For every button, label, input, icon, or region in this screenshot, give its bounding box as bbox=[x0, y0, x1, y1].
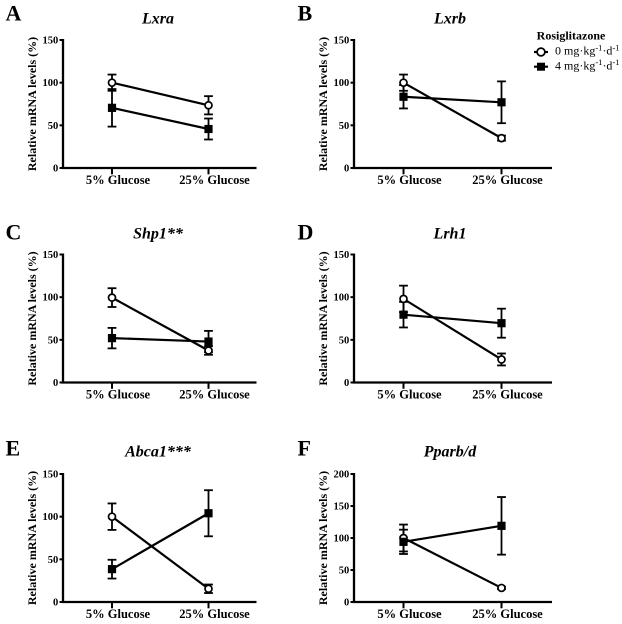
svg-text:100: 100 bbox=[334, 78, 350, 89]
svg-text:25% Glucose: 25% Glucose bbox=[179, 173, 250, 187]
svg-text:C: C bbox=[6, 220, 22, 245]
svg-text:150: 150 bbox=[43, 470, 59, 481]
svg-text:5% Glucose: 5% Glucose bbox=[377, 173, 442, 187]
svg-text:Shp1**: Shp1** bbox=[133, 226, 184, 243]
svg-text:50: 50 bbox=[48, 335, 59, 346]
svg-text:50: 50 bbox=[339, 335, 350, 346]
svg-text:A: A bbox=[6, 1, 22, 26]
svg-text:50: 50 bbox=[48, 121, 59, 132]
svg-text:Relative mRNA levels (%): Relative mRNA levels (%) bbox=[316, 251, 330, 385]
svg-text:B: B bbox=[298, 1, 313, 26]
svg-text:50: 50 bbox=[48, 555, 59, 566]
svg-text:0: 0 bbox=[53, 378, 58, 389]
svg-text:Lrh1: Lrh1 bbox=[433, 226, 467, 243]
svg-text:5% Glucose: 5% Glucose bbox=[377, 607, 442, 621]
svg-text:0: 0 bbox=[344, 598, 349, 609]
svg-text:25% Glucose: 25% Glucose bbox=[472, 388, 543, 402]
svg-text:Rosiglitazone: Rosiglitazone bbox=[537, 29, 606, 43]
svg-text:Relative mRNA levels (%): Relative mRNA levels (%) bbox=[316, 37, 330, 171]
svg-text:50: 50 bbox=[339, 121, 350, 132]
svg-text:Abca1***: Abca1*** bbox=[124, 444, 192, 461]
svg-text:F: F bbox=[298, 436, 311, 461]
svg-text:150: 150 bbox=[334, 36, 350, 47]
svg-text:Relative mRNA levels (%): Relative mRNA levels (%) bbox=[25, 251, 39, 385]
svg-text:0 mg·kg-1·d-1: 0 mg·kg-1·d-1 bbox=[555, 42, 620, 57]
svg-text:150: 150 bbox=[334, 250, 350, 261]
svg-text:0: 0 bbox=[344, 378, 349, 389]
svg-text:Lxra: Lxra bbox=[141, 11, 174, 28]
svg-text:0: 0 bbox=[53, 598, 58, 609]
svg-text:5% Glucose: 5% Glucose bbox=[86, 173, 151, 187]
svg-text:Relative mRNA levels (%): Relative mRNA levels (%) bbox=[25, 471, 39, 605]
svg-text:100: 100 bbox=[334, 293, 350, 304]
svg-text:0: 0 bbox=[344, 164, 349, 175]
svg-text:100: 100 bbox=[43, 78, 59, 89]
svg-text:150: 150 bbox=[43, 36, 59, 47]
svg-text:5% Glucose: 5% Glucose bbox=[86, 388, 151, 402]
svg-text:25% Glucose: 25% Glucose bbox=[472, 607, 543, 621]
svg-text:150: 150 bbox=[43, 250, 59, 261]
svg-text:50: 50 bbox=[339, 566, 350, 577]
svg-text:Lxrb: Lxrb bbox=[433, 11, 466, 28]
svg-text:25% Glucose: 25% Glucose bbox=[179, 388, 250, 402]
svg-text:150: 150 bbox=[334, 502, 350, 513]
svg-text:4 mg·kg-1·d-1: 4 mg·kg-1·d-1 bbox=[555, 57, 620, 72]
svg-text:200: 200 bbox=[334, 470, 350, 481]
svg-text:25% Glucose: 25% Glucose bbox=[179, 607, 250, 621]
svg-text:Relative mRNA levels (%): Relative mRNA levels (%) bbox=[25, 37, 39, 171]
svg-text:100: 100 bbox=[43, 293, 59, 304]
svg-text:100: 100 bbox=[334, 534, 350, 545]
svg-text:Relative mRNA levels (%): Relative mRNA levels (%) bbox=[316, 471, 330, 605]
svg-text:5% Glucose: 5% Glucose bbox=[377, 388, 442, 402]
svg-text:E: E bbox=[6, 436, 21, 461]
svg-text:Pparb/d: Pparb/d bbox=[423, 444, 477, 461]
svg-text:25% Glucose: 25% Glucose bbox=[472, 173, 543, 187]
svg-text:5% Glucose: 5% Glucose bbox=[86, 607, 151, 621]
svg-text:100: 100 bbox=[43, 512, 59, 523]
svg-text:D: D bbox=[298, 220, 314, 245]
svg-text:0: 0 bbox=[53, 164, 58, 175]
